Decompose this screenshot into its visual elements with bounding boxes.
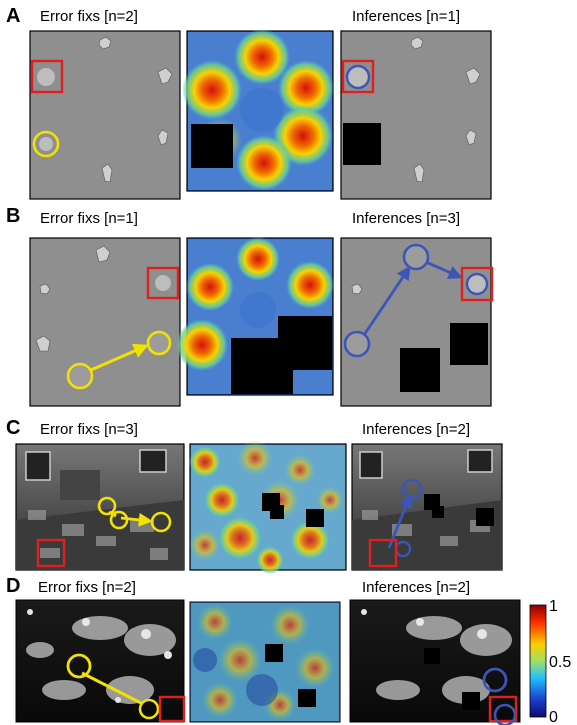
error-fix-image [29, 30, 181, 200]
panel-c: C Error fixs [n=3] Inferences [n=2] [6, 417, 503, 574]
error-fix-image [29, 237, 181, 407]
inference-image [349, 599, 521, 725]
inference-image [340, 30, 492, 200]
left-caption: Error fixs [n=2] [38, 579, 136, 596]
heatmap-image [189, 440, 347, 574]
panel-b: B Error fixs [n=1] Inferences [n=3] [6, 205, 494, 407]
panel-letter: A [6, 5, 20, 27]
heatmap-image [182, 29, 334, 192]
inference-image [340, 237, 494, 407]
panel-letter: B [6, 205, 20, 227]
inference-image [351, 443, 503, 571]
panel-letter: C [6, 417, 20, 439]
heatmap-image [189, 601, 341, 723]
colorbar-tick-min: 0 [549, 709, 558, 725]
right-caption: Inferences [n=3] [352, 210, 460, 227]
colorbar-tick-max: 1 [549, 598, 558, 615]
right-caption: Inferences [n=2] [362, 579, 470, 596]
error-fix-image [15, 599, 186, 723]
panel-d: D Error fixs [n=2] Inferences [n=2] [6, 575, 571, 725]
error-fix-image [15, 443, 185, 571]
left-caption: Error fixs [n=3] [40, 421, 138, 438]
colorbar-tick-mid: 0.5 [549, 654, 571, 671]
panel-letter: D [6, 575, 20, 597]
panel-a: A Error fixs [n=2] Inferences [n=1] [6, 5, 492, 200]
left-caption: Error fixs [n=1] [40, 210, 138, 227]
left-caption: Error fixs [n=2] [40, 8, 138, 25]
heatmap-image [176, 237, 334, 396]
right-caption: Inferences [n=1] [352, 8, 460, 25]
right-caption: Inferences [n=2] [362, 421, 470, 438]
colorbar: 1 0.5 0 [529, 598, 571, 725]
